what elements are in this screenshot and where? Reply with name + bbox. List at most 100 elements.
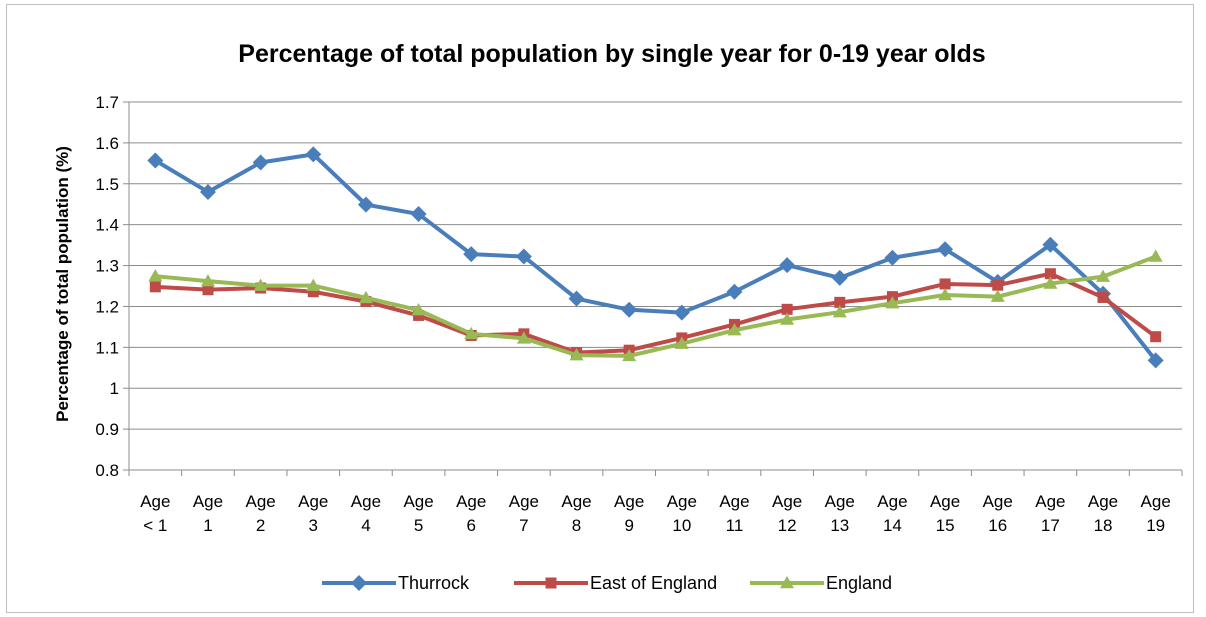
data-point-triangle (1043, 276, 1058, 289)
data-point-triangle (832, 305, 847, 318)
data-point-diamond (351, 575, 367, 591)
data-point-diamond (305, 146, 322, 163)
x-tick-label: 8 (572, 516, 581, 535)
y-tick-label: 0.8 (95, 461, 119, 480)
series-line (155, 271, 1157, 355)
data-point-triangle (200, 274, 215, 287)
x-tick-label: Age (561, 492, 591, 511)
legend-item: Thurrock (322, 573, 470, 593)
y-tick-label: 0.9 (95, 420, 119, 439)
data-point-square (992, 279, 1004, 291)
data-point-square (1097, 291, 1109, 303)
x-tick-label: 12 (778, 516, 797, 535)
x-tick-label: Age (983, 492, 1013, 511)
chart-frame (6, 4, 1194, 613)
legend-item: England (750, 573, 892, 593)
data-point-diamond (621, 301, 638, 318)
x-tick-label: Age (930, 492, 960, 511)
x-tick-label: 18 (1094, 516, 1113, 535)
data-point-triangle (569, 348, 584, 361)
x-tick-label: 16 (988, 516, 1007, 535)
data-point-triangle (148, 269, 163, 282)
x-tick-label: Age (193, 492, 223, 511)
data-point-triangle (727, 323, 742, 336)
x-axis-ticks: Age < 1 Age 1 Age 2 Age 3 Age 4 Age 5 Age 6 Age 7 Age 8 Ag… (140, 492, 1171, 535)
data-point-diamond (410, 206, 427, 223)
data-point-square (939, 278, 951, 290)
data-point-diamond (1042, 236, 1059, 253)
y-tick-label: 1 (110, 379, 119, 398)
x-tick-label: 1 (203, 516, 212, 535)
y-tick-label: 1.4 (95, 216, 119, 235)
x-tick-label: 2 (256, 516, 265, 535)
series-line (155, 254, 1157, 358)
axes (123, 101, 1183, 476)
y-tick-label: 1.2 (95, 297, 119, 316)
x-tick-label: Age (667, 492, 697, 511)
data-point-triangle (674, 336, 689, 349)
data-point-diamond (568, 290, 585, 307)
x-tick-label: 17 (1041, 516, 1060, 535)
series-england (148, 249, 1163, 362)
data-point-diamond (199, 183, 216, 200)
data-point-diamond (884, 249, 901, 266)
x-tick-label: 15 (936, 516, 955, 535)
x-tick-label: 14 (883, 516, 902, 535)
data-point-square (413, 309, 425, 321)
data-point-triangle (358, 290, 373, 304)
x-tick-label: 3 (309, 516, 318, 535)
data-point-triangle (411, 303, 426, 316)
x-tick-label: Age (298, 492, 328, 511)
x-tick-label: 4 (361, 516, 370, 535)
data-point-triangle (990, 289, 1005, 302)
legend-label: East of England (590, 573, 717, 593)
data-point-triangle (516, 331, 531, 344)
data-point-diamond (515, 248, 532, 265)
y-axis-label: Percentage of total population (%) (53, 146, 72, 422)
x-tick-label: Age (1141, 492, 1171, 511)
data-point-triangle (464, 326, 479, 340)
data-point-diamond (252, 154, 269, 171)
x-tick-label: Age (719, 492, 749, 511)
y-tick-label: 1.7 (95, 93, 119, 112)
data-point-diamond (673, 304, 690, 321)
series-thurrock (147, 146, 1164, 369)
data-point-triangle (885, 296, 900, 309)
x-tick-label: Age (246, 492, 276, 511)
legend-label: Thurrock (398, 573, 470, 593)
legend-label: England (826, 573, 892, 593)
x-tick-label: Age (509, 492, 539, 511)
x-tick-label: 10 (672, 516, 691, 535)
data-point-triangle (938, 287, 953, 301)
data-point-diamond (357, 196, 374, 213)
x-tick-label: Age (140, 492, 170, 511)
data-point-square (307, 286, 319, 298)
x-tick-label: 19 (1146, 516, 1165, 535)
y-tick-label: 1.5 (95, 175, 119, 194)
y-axis-ticks: 1.7 1.6 1.5 1.4 1.3 1.2 1.1 1 0.9 0.8 (95, 93, 119, 480)
x-tick-label: Age (1035, 492, 1065, 511)
data-point-triangle (780, 312, 795, 325)
data-point-triangle (1148, 249, 1163, 262)
data-point-triangle (306, 278, 321, 291)
data-point-triangle (253, 278, 268, 291)
x-tick-label: Age (614, 492, 644, 511)
data-point-diamond (463, 246, 480, 263)
data-point-diamond (1147, 352, 1164, 369)
data-point-square (202, 284, 214, 296)
x-tick-label: 6 (466, 516, 475, 535)
data-point-square (545, 577, 557, 589)
y-tick-label: 1.6 (95, 134, 119, 153)
data-point-square (149, 281, 161, 293)
x-tick-label: 13 (830, 516, 849, 535)
y-tick-label: 1.1 (95, 338, 119, 357)
series-lines (147, 146, 1164, 369)
data-point-square (834, 296, 846, 308)
x-tick-label: Age (877, 492, 907, 511)
x-tick-label: < 1 (143, 516, 167, 535)
data-point-square (1044, 268, 1056, 280)
x-tick-label: 5 (414, 516, 423, 535)
data-point-triangle (1096, 269, 1111, 282)
x-tick-label: Age (825, 492, 855, 511)
x-tick-label: Age (351, 492, 381, 511)
